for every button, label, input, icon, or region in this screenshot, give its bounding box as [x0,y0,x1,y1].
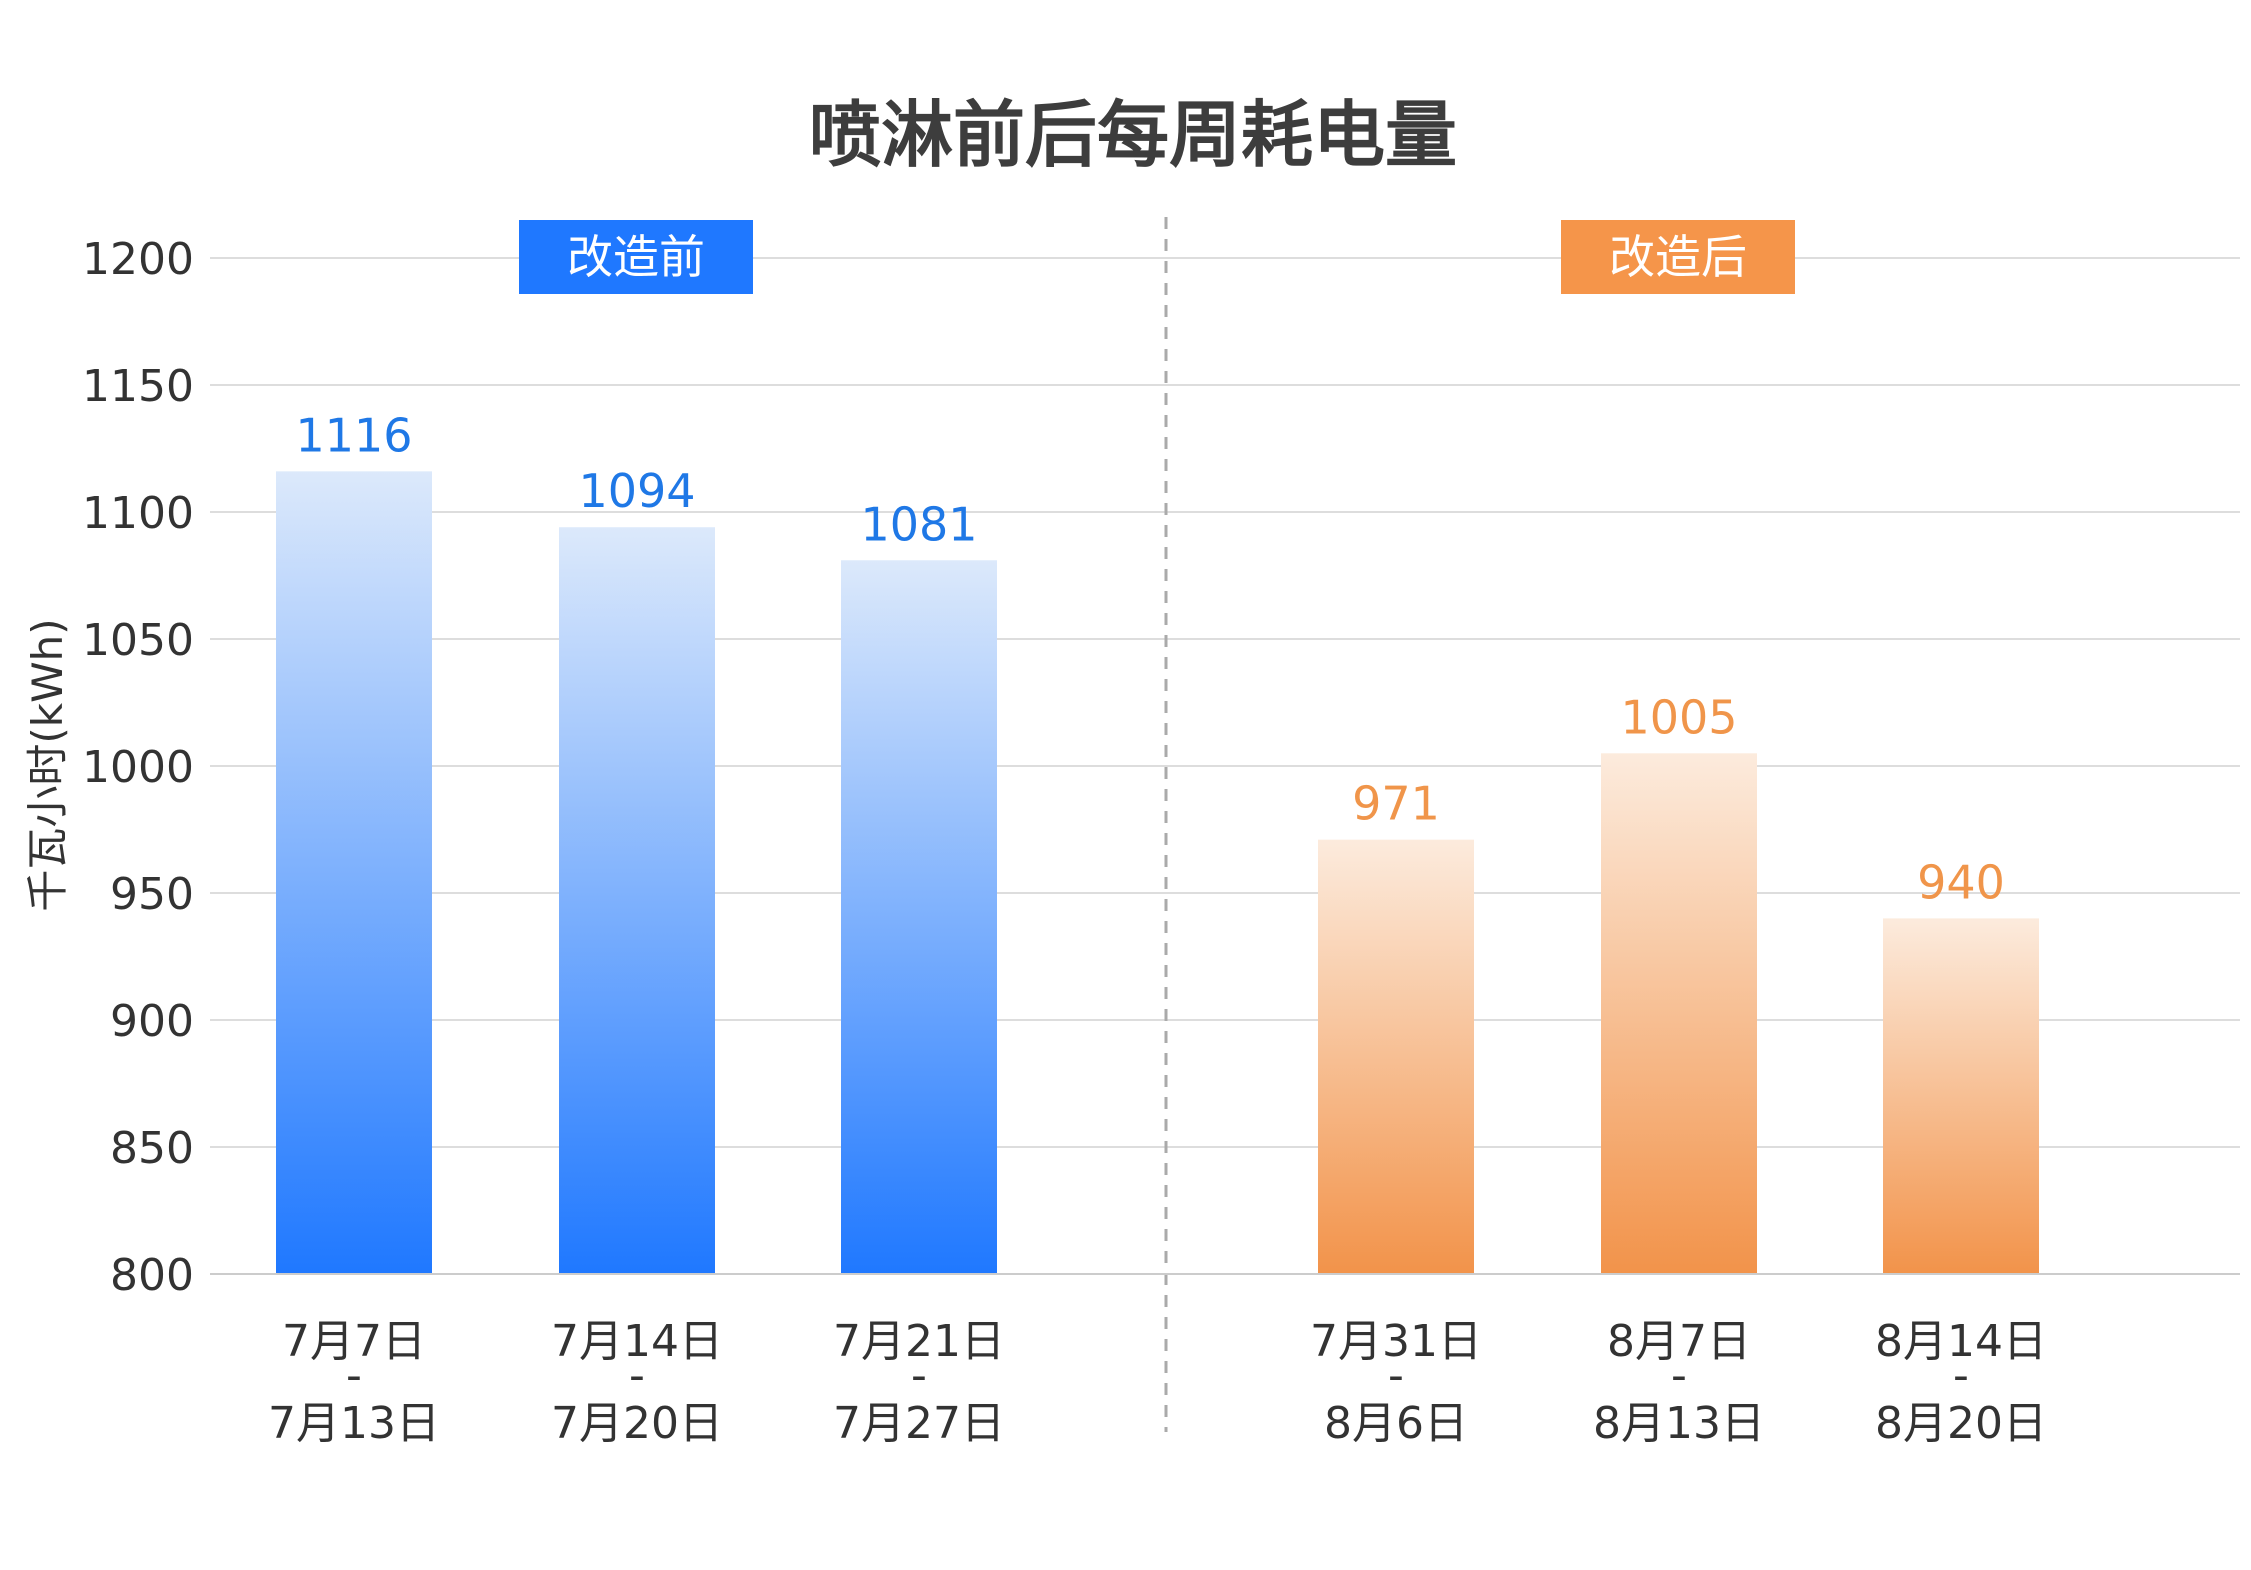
group-badge-before: 改造前 [519,220,753,294]
y-tick-label: 1000 [82,742,194,793]
x-tick-label-end: 8月13日 [1593,1398,1765,1449]
x-tick-label-separator: - [629,1350,645,1401]
bar [1883,918,2039,1274]
x-tick-label-start: 7月7日 [282,1316,426,1367]
x-tick-label-end: 7月27日 [833,1398,1005,1449]
x-tick-label-start: 7月14日 [551,1316,723,1367]
group-badge-before-bg [519,220,753,294]
group-badge-after-bg [1561,220,1795,294]
x-tick-label-separator: - [1671,1350,1687,1401]
y-tick-label: 1050 [82,615,194,666]
x-tick-label-separator: - [346,1350,362,1401]
bar-value-label: 1094 [578,464,695,518]
bar-value-label: 971 [1352,777,1440,831]
x-tick-label-separator: - [911,1350,927,1401]
group-badge-after-label: 改造后 [1609,230,1747,284]
x-tick-label-start: 7月31日 [1310,1316,1482,1367]
y-axis-label: 千瓦小时(kWh) [23,618,72,911]
bar-value-label: 1116 [295,408,412,462]
group-badge-before-label: 改造前 [567,230,705,284]
group-badge-after: 改造后 [1561,220,1795,294]
x-tick-label-end: 7月13日 [268,1398,440,1449]
x-tick-label-separator: - [1388,1350,1404,1401]
x-tick-label-start: 7月21日 [833,1316,1005,1367]
chart-title: 喷淋前后每周耗电量 [809,93,1457,177]
x-tick-label-start: 8月14日 [1875,1316,2047,1367]
x-tick-label-separator: - [1953,1350,1969,1401]
bar [1318,839,1474,1274]
bar [559,527,715,1274]
y-axis-ticks: 800 850 900 950 1000 1050 1100 1150 1200 [82,234,194,1301]
x-tick-label-end: 8月6日 [1324,1398,1468,1449]
bar [841,560,997,1274]
y-tick-label: 1150 [82,361,194,412]
bar-value-label: 940 [1917,855,2005,909]
bars: 1116 1094 1081 971 1005 940 [276,408,2039,1274]
y-tick-label: 950 [110,869,194,920]
y-tick-label: 850 [110,1123,194,1174]
grid-lines [210,257,2240,1148]
y-tick-label: 900 [110,996,194,1047]
bar-value-label: 1081 [860,497,977,551]
y-tick-label: 1100 [82,488,194,539]
bar-value-label: 1005 [1620,690,1737,744]
bar [1601,753,1757,1274]
x-axis-ticks: 7月7日-7月13日7月14日-7月20日7月21日-7月27日7月31日-8月… [268,1316,2047,1449]
x-tick-label-start: 8月7日 [1607,1316,1751,1367]
x-tick-label-end: 7月20日 [551,1398,723,1449]
bar [276,471,432,1274]
x-tick-label-end: 8月20日 [1875,1398,2047,1449]
y-tick-label: 1200 [82,234,194,285]
y-tick-label: 800 [110,1250,194,1301]
